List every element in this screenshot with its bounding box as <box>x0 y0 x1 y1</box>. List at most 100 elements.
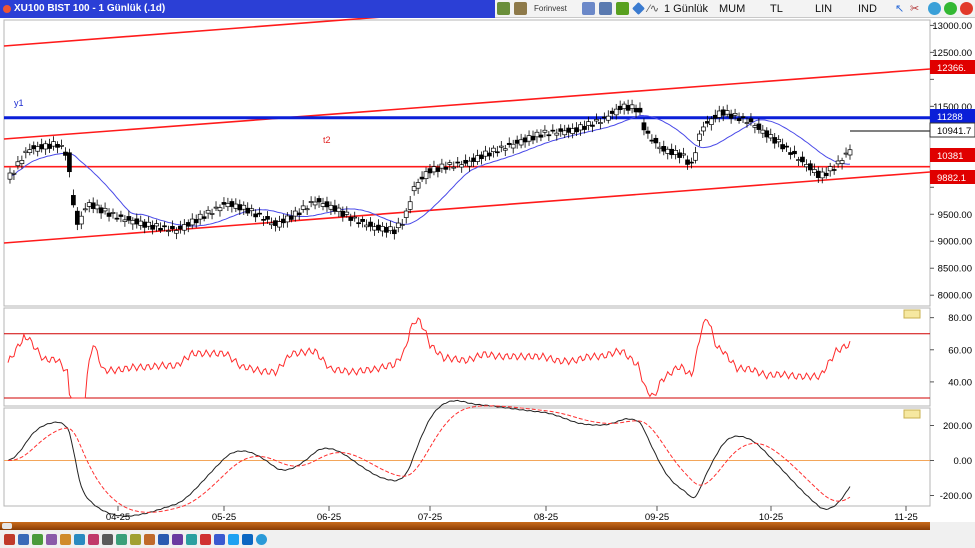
candle-body <box>510 143 516 149</box>
candle-body <box>534 131 540 138</box>
candle-body <box>185 222 191 227</box>
tool-10-icon[interactable] <box>130 534 141 545</box>
candle-body <box>808 163 813 171</box>
candle-body <box>506 142 512 145</box>
tool-7-icon[interactable] <box>88 534 99 545</box>
candle-body <box>772 137 778 144</box>
macd-panel-controls-icon[interactable] <box>903 409 921 419</box>
candle-body <box>364 224 369 228</box>
candle-body <box>193 219 199 224</box>
template-icon[interactable] <box>514 2 527 15</box>
wave-icon[interactable]: ⁄∿ <box>648 3 660 15</box>
chart-area[interactable]: 04-25 05-25 06-25 07-25 08-25 09-25 10-25 11-25… <box>0 18 975 522</box>
candle-body <box>633 107 639 113</box>
candle-body <box>752 125 758 128</box>
candle-body <box>804 164 809 168</box>
candle-body <box>554 132 560 136</box>
candle-body <box>736 118 742 122</box>
candle-body <box>645 130 651 134</box>
currency-selector[interactable]: TL <box>770 3 783 15</box>
trend-line-upper-outer[interactable] <box>3 18 395 47</box>
candle-body <box>90 202 96 209</box>
tool-4-icon[interactable] <box>46 534 57 545</box>
maximize-icon[interactable] <box>944 2 957 15</box>
macd-axis-tick-label: 0.00 <box>954 456 973 467</box>
rsi-panel-controls-icon[interactable] <box>903 309 921 319</box>
candle-body <box>637 107 643 113</box>
facebook-icon[interactable] <box>214 534 225 545</box>
indicator-button[interactable]: IND <box>858 3 877 15</box>
tool-8-icon[interactable] <box>102 534 113 545</box>
t2-value: 10381 <box>937 151 963 162</box>
candle-body <box>304 208 310 211</box>
candle-body <box>677 152 682 158</box>
tool-3-icon[interactable] <box>32 534 43 545</box>
candle-body <box>178 225 183 230</box>
candle-body <box>288 215 294 220</box>
pencil-icon[interactable] <box>616 2 629 15</box>
candle-body <box>526 135 532 142</box>
macd-signal-line <box>7 405 851 513</box>
candle-body <box>728 113 734 119</box>
tool-9-icon[interactable] <box>116 534 127 545</box>
macd-axis-tick-label: 200.00 <box>943 421 972 432</box>
bottom-toolbar <box>0 522 975 548</box>
tool-6-icon[interactable] <box>74 534 85 545</box>
twitter-icon[interactable] <box>228 534 239 545</box>
candle-body <box>261 219 266 221</box>
tool-5-icon[interactable] <box>60 534 71 545</box>
period-selector[interactable]: 1 Günlük <box>664 3 709 15</box>
portfolio-icon[interactable] <box>497 2 510 15</box>
candle-body <box>498 145 504 148</box>
time-scrollbar[interactable] <box>0 522 930 530</box>
candle-body <box>455 161 461 164</box>
trend-line-lower[interactable] <box>3 171 931 244</box>
cursor-icon[interactable]: ↖ <box>895 3 905 15</box>
candle-body <box>415 182 421 189</box>
candle-body <box>118 214 124 217</box>
candle-body <box>720 109 726 116</box>
diamond-icon[interactable] <box>632 2 645 15</box>
candle-body <box>756 123 762 130</box>
price-axis-tick-label: 9500.00 <box>938 210 972 221</box>
chart-title-tab[interactable]: XU100 BIST 100 - 1 Günlük (.1d) <box>0 0 495 18</box>
price-axis-tick-label: 11500.00 <box>933 102 972 113</box>
x-tick-label: 11-25 <box>894 512 918 522</box>
tool-11-icon[interactable] <box>144 534 155 545</box>
candle-body <box>431 166 437 173</box>
candle-body <box>209 213 215 215</box>
tool-12-icon[interactable] <box>158 534 169 545</box>
minimize-icon[interactable] <box>928 2 941 15</box>
candle-body <box>221 202 227 205</box>
price-axis-tick-label: 8500.00 <box>938 264 972 275</box>
settings-icon[interactable] <box>599 2 612 15</box>
tool-14-icon[interactable] <box>186 534 197 545</box>
skype-icon[interactable] <box>256 534 267 545</box>
scrollbar-handle[interactable] <box>2 523 12 529</box>
candle-body <box>273 220 278 226</box>
scale-selector[interactable]: LIN <box>815 3 833 15</box>
candle-body <box>621 103 627 109</box>
candle-body <box>47 143 52 149</box>
tool-13-icon[interactable] <box>172 534 183 545</box>
close-icon[interactable] <box>960 2 973 15</box>
candle-body <box>451 166 457 169</box>
tool-1-icon[interactable] <box>4 534 15 545</box>
linkedin-icon[interactable] <box>242 534 253 545</box>
tool-15-icon[interactable] <box>200 534 211 545</box>
candle-body <box>502 148 508 151</box>
candle-body <box>284 215 290 223</box>
candle-body <box>229 201 235 207</box>
price-axis-tick-label: 8000.00 <box>938 291 972 302</box>
candle-body <box>459 164 465 168</box>
tools-icon[interactable]: ✂ <box>910 3 920 15</box>
candle-body <box>776 139 782 143</box>
chart-style-selector[interactable]: MUM <box>719 3 746 15</box>
price-axis-tick-label: 9000.00 <box>938 237 972 248</box>
tool-2-icon[interactable] <box>18 534 29 545</box>
trend-upper-value: 12366. <box>937 63 966 74</box>
candle-body <box>312 201 318 206</box>
trend-line-upper[interactable] <box>3 68 931 140</box>
grid-icon[interactable] <box>582 2 595 15</box>
candle-body <box>748 118 754 123</box>
